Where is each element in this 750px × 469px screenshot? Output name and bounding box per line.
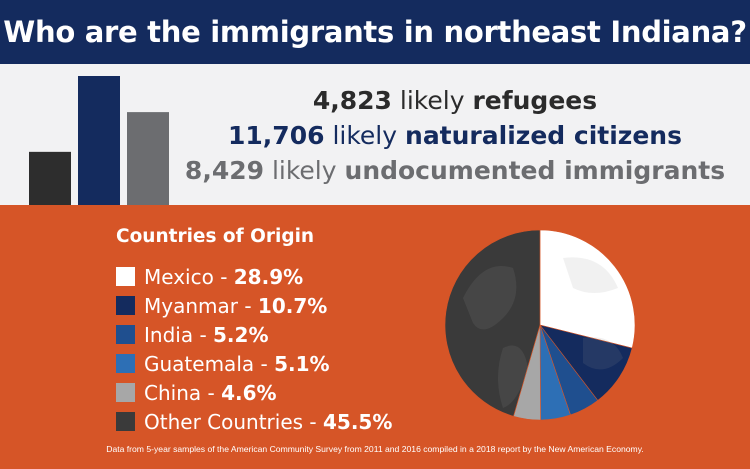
stats-band: 4,823 likely refugees 11,706 likely natu… [0,64,750,205]
legend-value-guatemala: 5.1% [274,351,330,376]
legend-label-china: China - [144,380,222,405]
legend-swatch-other-countries [116,412,135,431]
legend-value-china: 4.6% [221,380,277,405]
stat-naturalized: 11,706 likely naturalized citizens [165,121,745,150]
continent-shape-1 [463,266,517,330]
legend-label-myanmar: Myanmar - [144,293,258,318]
stat-naturalized-word: likely [332,121,398,150]
legend-value-india: 5.2% [213,322,269,347]
continent-shape-4 [583,337,623,370]
continent-shape-3 [563,257,618,293]
pie-slice-mexico [539,229,636,349]
legend-value-other-countries: 45.5% [322,409,393,434]
pie-slice-other-countries [444,229,541,417]
stat-undocumented-number: 8,429 [184,156,264,185]
pie-chart [444,229,636,421]
legend-swatch-india [116,325,135,344]
legend-item-india: India - 5.2% [116,320,392,349]
stat-naturalized-label: naturalized citizens [405,121,682,150]
legend-item-mexico: Mexico - 28.9% [116,262,392,291]
legend-swatch-guatemala [116,354,135,373]
stat-undocumented-word: likely [271,156,337,185]
legend-item-other-countries: Other Countries - 45.5% [116,407,392,436]
continent-shape-2 [498,345,528,408]
legend-item-guatemala: Guatemala - 5.1% [116,349,392,378]
legend-label-guatemala: Guatemala - [144,351,275,376]
legend-swatch-mexico [116,267,135,286]
legend-value-mexico: 28.9% [233,264,304,289]
legend-item-china: China - 4.6% [116,378,392,407]
legend-label-mexico: Mexico - [144,264,234,289]
countries-title: Countries of Origin [116,226,315,247]
legend-swatch-china [116,383,135,402]
stat-naturalized-number: 11,706 [228,121,325,150]
stat-refugees: 4,823 likely refugees [165,86,745,115]
page-title: Who are the immigrants in northeast Indi… [0,0,750,64]
legend-label-other-countries: Other Countries - [144,409,323,434]
legend-value-myanmar: 10.7% [257,293,328,318]
stat-refugees-number: 4,823 [312,86,392,115]
bar-naturalized-citizens [78,76,120,205]
stat-undocumented: 8,429 likely undocumented immigrants [165,156,745,185]
bar-chart [29,76,169,205]
legend-swatch-myanmar [116,296,135,315]
footnote: Data from 5-year samples of the American… [106,444,644,454]
legend-item-myanmar: Myanmar - 10.7% [116,291,392,320]
stat-refugees-label: refugees [472,86,598,115]
bar-undocumented-immigrants [127,112,169,205]
pie-legend: Mexico - 28.9% Myanmar - 10.7% India - 5.2… [116,262,392,436]
legend-label-india: India - [144,322,214,347]
bar-refugees [29,151,71,205]
stat-refugees-word: likely [399,86,465,115]
world-map-texture [463,257,623,408]
stat-undocumented-label: undocumented immigrants [344,156,726,185]
